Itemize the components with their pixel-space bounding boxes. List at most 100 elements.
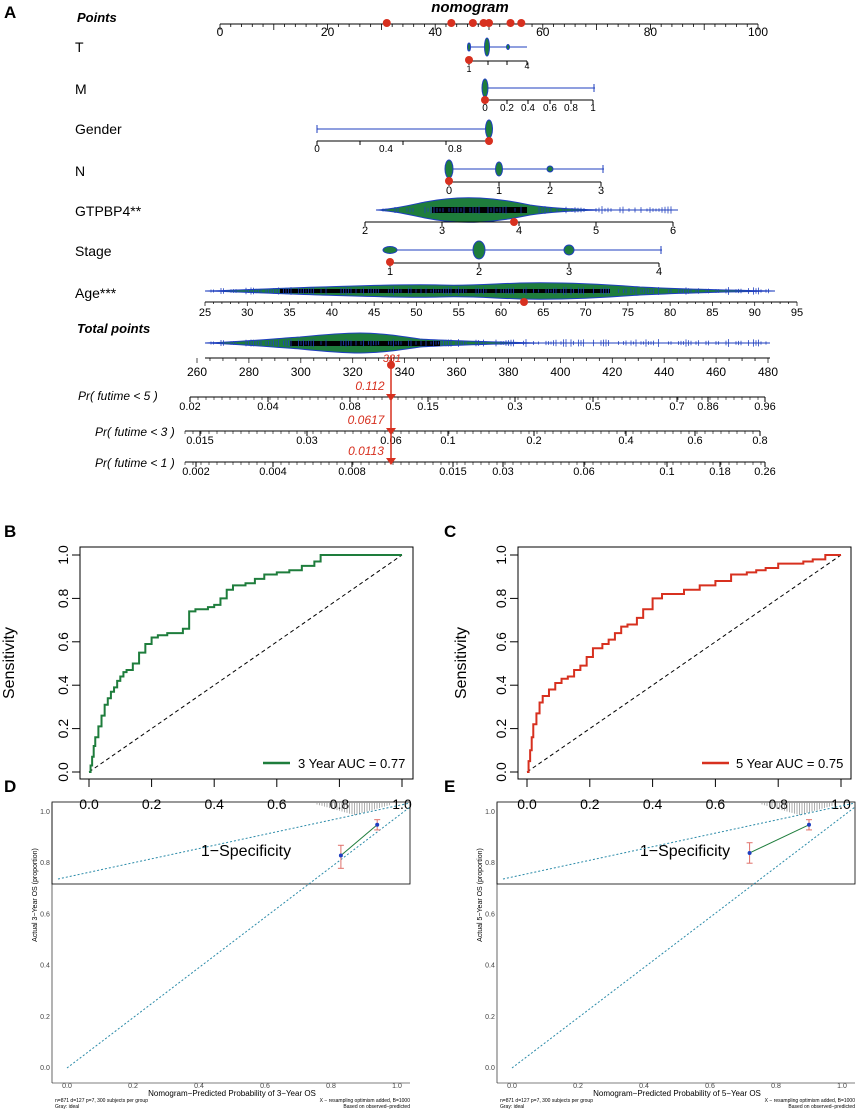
- stage-tick-4: 4: [656, 266, 662, 278]
- roc-3year-panel: 0.00.00.20.20.40.40.60.60.80.81.01.0 1−S…: [1, 545, 414, 860]
- cal-observed-line: [340, 824, 378, 856]
- cal-d-axes: 0.0 0.0 0.2 0.2 0.4 0.4 0.6 0.6 0.8 0.8 1.0 1.0: [40, 803, 411, 1090]
- roc-c-ylabel: Sensitivity: [453, 627, 470, 699]
- calibration-5year-panel: 0.0 0.0 0.2 0.2 0.4 0.4 0.6 0.6 0.8 0.8 1.0 1.0 Nom…: [477, 801, 856, 1110]
- age-tick-label: 30: [241, 307, 253, 319]
- prob-tick-label: 0.3: [507, 401, 522, 413]
- cal-y-tick-label: 1.0: [40, 809, 50, 816]
- total-tick-label: 460: [706, 365, 726, 379]
- cal-y-tick-label: 0.8: [485, 860, 495, 867]
- prob-tick-label: 0.015: [439, 466, 467, 478]
- cal-x-tick-label: 1.0: [392, 1083, 402, 1090]
- cal-d-foot-left-1: n=871 d=127 p=7, 300 subjects per group: [55, 1098, 148, 1104]
- prob3-label: Pr( futime < 3 ): [95, 425, 175, 439]
- age-row: 25 30 35 40 45 50 55 60 65 70 75 80 85 90 95: [199, 282, 803, 319]
- cal-y-tick-label: 0.4: [485, 963, 495, 970]
- age-tick-label: 25: [199, 307, 211, 319]
- var-label-m: M: [75, 81, 87, 97]
- gender-tick-0: 0: [314, 144, 320, 155]
- cal-d-ideal-line: [57, 802, 411, 880]
- t-tick-1: 1: [466, 64, 471, 74]
- cal-point: [747, 850, 752, 855]
- roc-y-tick-label: 0.4: [55, 675, 71, 695]
- prob-tick-label: 0.26: [754, 466, 775, 478]
- total-axis-ticks: 260 280 300 320 340 360 380 400 420 440 460 480: [187, 358, 778, 379]
- cal-e-foot-left-1: n=871 d=127 p=7, 300 subjects per group: [500, 1098, 593, 1104]
- cal-e-axes: 0.0 0.0 0.2 0.2 0.4 0.4 0.6 0.6 0.8 0.8 1.0 1.0: [485, 803, 856, 1090]
- roc-y-tick-label: 0.8: [493, 588, 509, 608]
- gender-row: 0 0.4 0.8: [314, 119, 493, 155]
- total-tick-label: 480: [758, 365, 778, 379]
- total-density: [204, 332, 770, 354]
- age-tick-label: 85: [706, 307, 718, 319]
- cal-e-foot-right-1: X − resampling optimism added, B=1000: [765, 1098, 856, 1104]
- nomogram-title: nomogram: [431, 0, 509, 16]
- n-tick-0: 0: [446, 185, 452, 197]
- prob1-label: Pr( futime < 1 ): [95, 456, 175, 470]
- prob-tick-label: 0.96: [754, 401, 775, 413]
- points-tick-label: 40: [429, 25, 443, 39]
- t-row: 1 4: [465, 37, 530, 74]
- panel-label-c: C: [444, 522, 456, 541]
- prob-tick-label: 0.004: [259, 466, 287, 478]
- prob-tick-label: 0.015: [186, 435, 214, 447]
- age-tick-label: 40: [326, 307, 338, 319]
- m-tick-0.8: 0.8: [564, 103, 578, 114]
- panel-label-b: B: [4, 522, 16, 541]
- cal-d-foot-right-2: Based on observed−predicted: [343, 1104, 410, 1110]
- m-row: 0 0.2 0.4 0.6 0.8 1: [481, 78, 596, 114]
- roc-x-tick-label: 0.4: [643, 796, 663, 812]
- cal-x-tick-label: 0.8: [326, 1083, 336, 1090]
- n-tick-3: 3: [598, 185, 604, 197]
- prob3-value: 0.0617: [348, 413, 386, 427]
- cal-x-tick-label: 0.6: [705, 1083, 715, 1090]
- cal-x-tick-label: 0.8: [771, 1083, 781, 1090]
- total-tick-label: 280: [239, 365, 259, 379]
- points-marker: [506, 19, 515, 27]
- prob-tick-label: 0.5: [585, 401, 600, 413]
- total-rug: [210, 339, 767, 347]
- prob-tick-label: 0.002: [182, 466, 210, 478]
- nomogram-panel: nomogram Points T M Gender N GTPBP4** St…: [75, 0, 803, 478]
- age-tick-label: 35: [283, 307, 295, 319]
- var-label-gtpbp4: GTPBP4**: [75, 203, 142, 219]
- roc-y-tick-label: 1.0: [55, 545, 71, 565]
- prob-tick-label: 0.4: [618, 435, 633, 447]
- m-tick-1: 1: [590, 103, 596, 114]
- roc-5year-panel: 0.0 0.0 0.2 0.2 0.4 0.4 0.6 0.6 0.8 0.8 1.0 1.0 1−S…: [453, 545, 852, 860]
- prob1-value: 0.0113: [348, 444, 384, 458]
- roc-y-tick-label: 0.0: [55, 762, 71, 782]
- cal-y-tick-label: 0.0: [40, 1065, 50, 1072]
- cal-x-tick-label: 0.2: [573, 1083, 583, 1090]
- prob-tick-label: 0.18: [709, 466, 730, 478]
- total-tick-label: 420: [602, 365, 622, 379]
- total-tick-label: 300: [291, 365, 311, 379]
- m-tick-0.4: 0.4: [521, 103, 535, 114]
- cal-e-xlabel: Nomogram−Predicted Probability of 5−Year…: [593, 1089, 761, 1098]
- prob5-arrow: [386, 394, 396, 401]
- roc-c-legend: 5 Year AUC = 0.75: [736, 756, 843, 771]
- prob-tick-label: 0.08: [339, 401, 360, 413]
- var-label-age: Age***: [75, 285, 117, 301]
- age-tick-label: 60: [495, 307, 507, 319]
- var-label-stage: Stage: [75, 243, 112, 259]
- cal-e-ylabel: Actual 5−Year OS (proportion): [477, 848, 484, 942]
- roc-y-tick-label: 1.0: [493, 545, 509, 565]
- roc-b-curve: [89, 554, 402, 773]
- panel-label-e: E: [444, 777, 455, 796]
- prob-tick-label: 0.03: [296, 435, 317, 447]
- prob-tick-label: 0.86: [697, 401, 718, 413]
- prob-tick-label: 0.02: [179, 401, 200, 413]
- gtpbp4-tick-4: 4: [516, 225, 522, 237]
- total-tick-label: 360: [447, 365, 467, 379]
- points-axis-ticks: 0 20 40 60 80 100: [217, 24, 768, 39]
- points-tick-label: 60: [536, 25, 550, 39]
- points-marker: [468, 19, 477, 27]
- points-markers: [382, 19, 526, 27]
- total-point-marker: [387, 361, 395, 369]
- age-tick-label: 55: [453, 307, 465, 319]
- total-point-value: 331: [383, 353, 401, 365]
- age-tick-label: 45: [368, 307, 380, 319]
- age-axis-ticks: 25 30 35 40 45 50 55 60 65 70 75 80 85 90 95: [199, 302, 803, 319]
